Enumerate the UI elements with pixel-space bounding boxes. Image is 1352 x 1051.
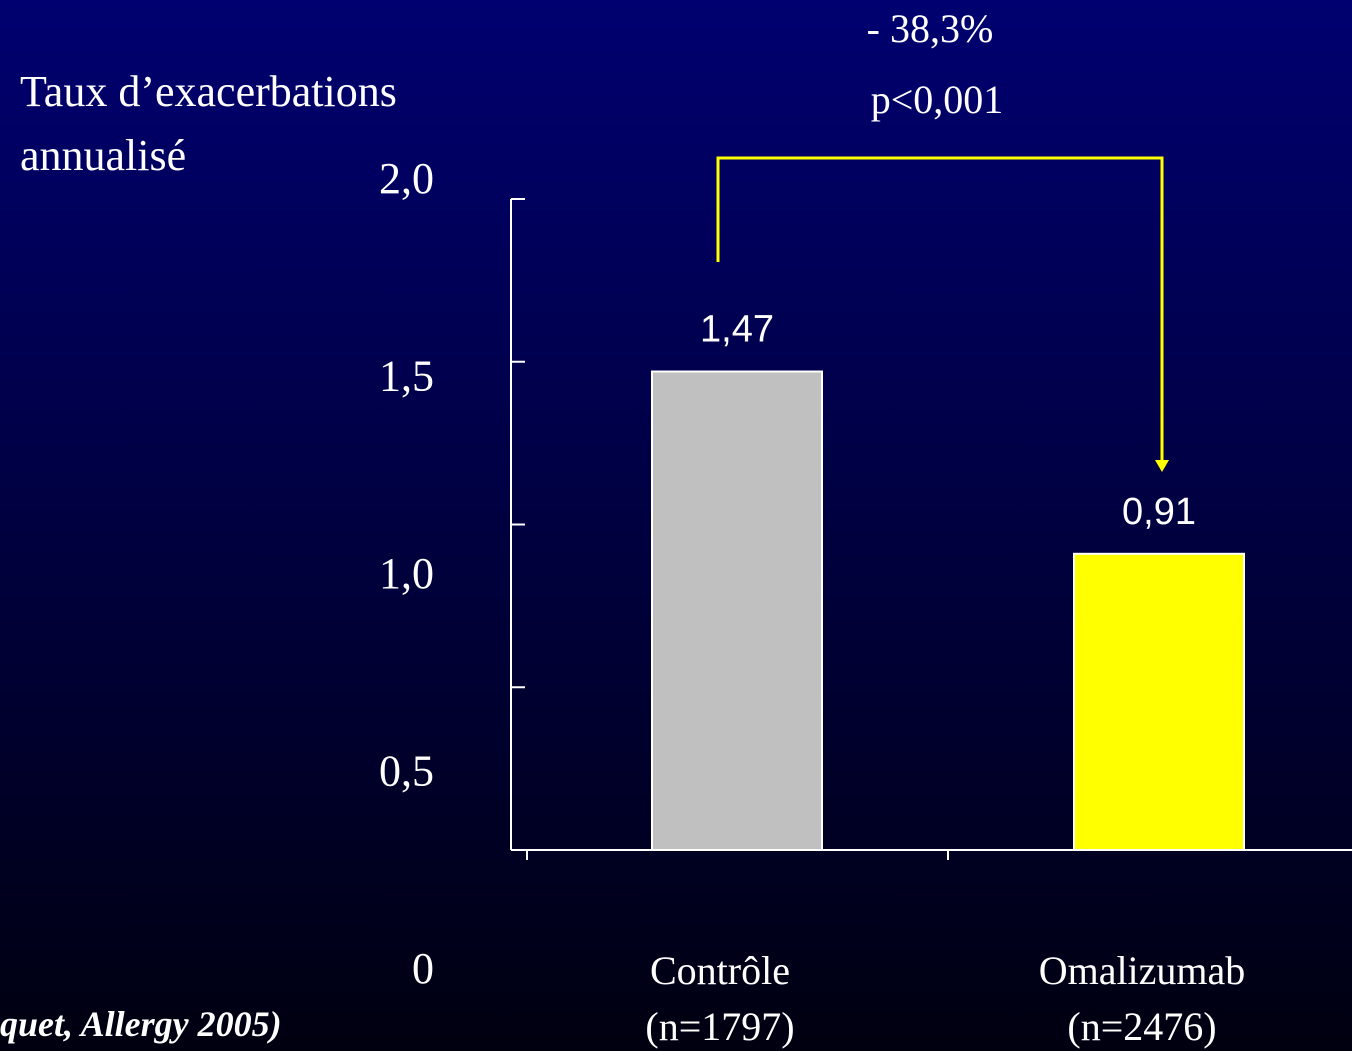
y-tick-label: 0 xyxy=(412,944,434,993)
x-tick-label: Omalizumab xyxy=(1039,948,1246,993)
source: quet, Allergy 2005) xyxy=(0,1004,282,1044)
bar xyxy=(1073,552,1245,851)
value-label: 1,47 xyxy=(700,309,774,351)
y-tick-label: 2,0 xyxy=(379,154,434,203)
x-tick-note: (n=1797) xyxy=(645,1004,794,1049)
value-label: 0,91 xyxy=(1122,491,1196,533)
bar xyxy=(651,370,823,851)
y-tick-label: 1,0 xyxy=(379,549,434,598)
y-tick-label: 0,5 xyxy=(379,747,434,796)
annotation: p<0,001 xyxy=(871,77,1004,122)
y-axis-label: Taux d’exacerbations xyxy=(20,67,397,116)
arrow-head xyxy=(1155,460,1169,472)
annotation: - 38,3% xyxy=(867,6,994,51)
x-tick-label: Contrôle xyxy=(650,948,790,993)
y-tick-label: 1,5 xyxy=(379,352,434,401)
x-tick-note: (n=2476) xyxy=(1067,1004,1216,1049)
comparison-bracket xyxy=(716,156,1164,462)
y-axis-label: annualisé xyxy=(20,131,186,180)
